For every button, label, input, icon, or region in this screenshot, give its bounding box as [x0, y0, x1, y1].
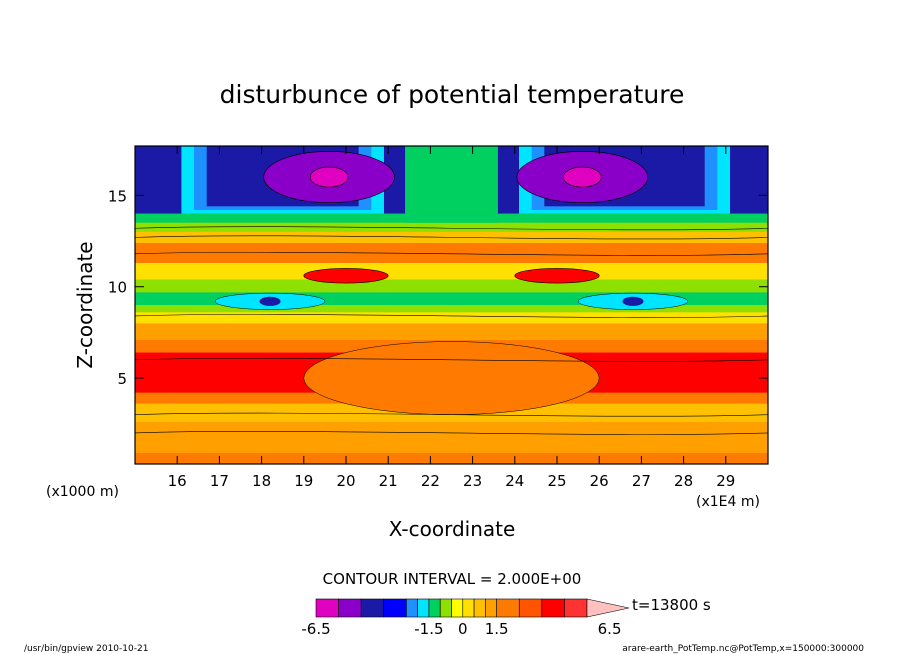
x-axis-label: X-coordinate [389, 517, 516, 541]
colorbar-segment [417, 598, 430, 618]
colorbar-tick-label: 6.5 [598, 620, 622, 638]
colorbar-segment [439, 598, 452, 618]
colorbar-arrow [586, 598, 630, 618]
x-tick-label: 19 [294, 472, 313, 490]
y-axis-unit: (x1000 m) [46, 484, 119, 500]
contour-band [135, 262, 768, 280]
contour-band [135, 323, 768, 340]
x-tick-label: 26 [590, 472, 609, 490]
x-tick-label: 18 [252, 472, 271, 490]
x-tick-label: 29 [716, 472, 735, 490]
contour-line [135, 226, 768, 231]
contour-band [135, 421, 768, 454]
contour-features [135, 146, 768, 435]
contour-region [514, 268, 600, 284]
contour-band [135, 242, 768, 263]
colorbar-segment [485, 598, 497, 618]
contour-plot-area [135, 146, 768, 464]
x-axis: 16 17 18 19 20 21 22 23 24 25 26 27 28 29 [168, 146, 735, 490]
x-tick-label: 25 [547, 472, 566, 490]
colorbar-tick-label: 0 [458, 620, 468, 638]
contour-band [135, 222, 768, 232]
contour-band [135, 279, 768, 293]
x-tick-label: 20 [336, 472, 355, 490]
colorbar-segment [473, 598, 486, 618]
contour-region [303, 268, 389, 284]
chart-title: disturbunce of potential temperature [220, 80, 685, 109]
footer-right: arare-earth_PotTemp.nc@PotTemp,x=150000:… [622, 644, 864, 654]
colorbar-segment [360, 598, 385, 618]
contour-core [563, 166, 602, 188]
x-tick-label: 27 [632, 472, 651, 490]
x-tick-label: 16 [168, 472, 187, 490]
x-axis-unit: (x1E4 m) [696, 494, 760, 510]
colorbar-segment [564, 598, 588, 618]
contour-interval-label: CONTOUR INTERVAL = 2.000E+00 [323, 570, 582, 588]
colorbar-tick-label: 1.5 [485, 620, 509, 638]
contour-region [622, 296, 644, 306]
contour-line [135, 251, 768, 256]
x-tick-label: 22 [421, 472, 440, 490]
contour-band [135, 453, 768, 464]
colorbar-segment [496, 598, 520, 618]
colorbar-segment [518, 598, 543, 618]
contour-line [135, 357, 768, 362]
colorbar-tick-label: -6.5 [301, 620, 330, 638]
footer-left: /usr/bin/gpview 2010-10-21 [24, 644, 148, 654]
y-tick-label: 15 [108, 187, 127, 205]
contour-band [135, 312, 768, 324]
colorbar-segment [541, 598, 565, 618]
y-axis: 5 10 15 [108, 187, 768, 388]
colorbar-segment [428, 598, 441, 618]
x-tick-label: 24 [505, 472, 524, 490]
plot-frame [134, 145, 769, 465]
colorbar-segment [338, 598, 362, 618]
colorbar-segment [462, 598, 475, 618]
colorbar-segment [406, 598, 418, 618]
x-tick-label: 28 [674, 472, 693, 490]
y-tick-label: 10 [108, 279, 127, 297]
x-tick-label: 23 [463, 472, 482, 490]
contour-region [405, 146, 498, 223]
colorbar-segment [315, 598, 339, 618]
contour-region [303, 341, 600, 415]
contour-line [135, 314, 768, 318]
contour-line [135, 431, 768, 435]
y-axis-label: Z-coordinate [73, 241, 97, 368]
colorbar-segment [383, 598, 407, 618]
colorbar: -6.5 -1.5 0 1.5 6.5 [301, 598, 630, 638]
contour-line [135, 235, 768, 240]
x-tick-label: 17 [210, 472, 229, 490]
contour-line [135, 412, 768, 417]
contour-band [135, 305, 768, 313]
colorbar-segment [451, 598, 464, 618]
x-tick-label: 21 [379, 472, 398, 490]
colorbar-tick-label: -1.5 [414, 620, 443, 638]
contour-core [309, 166, 349, 188]
time-label: t=13800 s [632, 596, 711, 614]
y-tick-label: 5 [117, 370, 127, 388]
contour-region [259, 296, 281, 306]
